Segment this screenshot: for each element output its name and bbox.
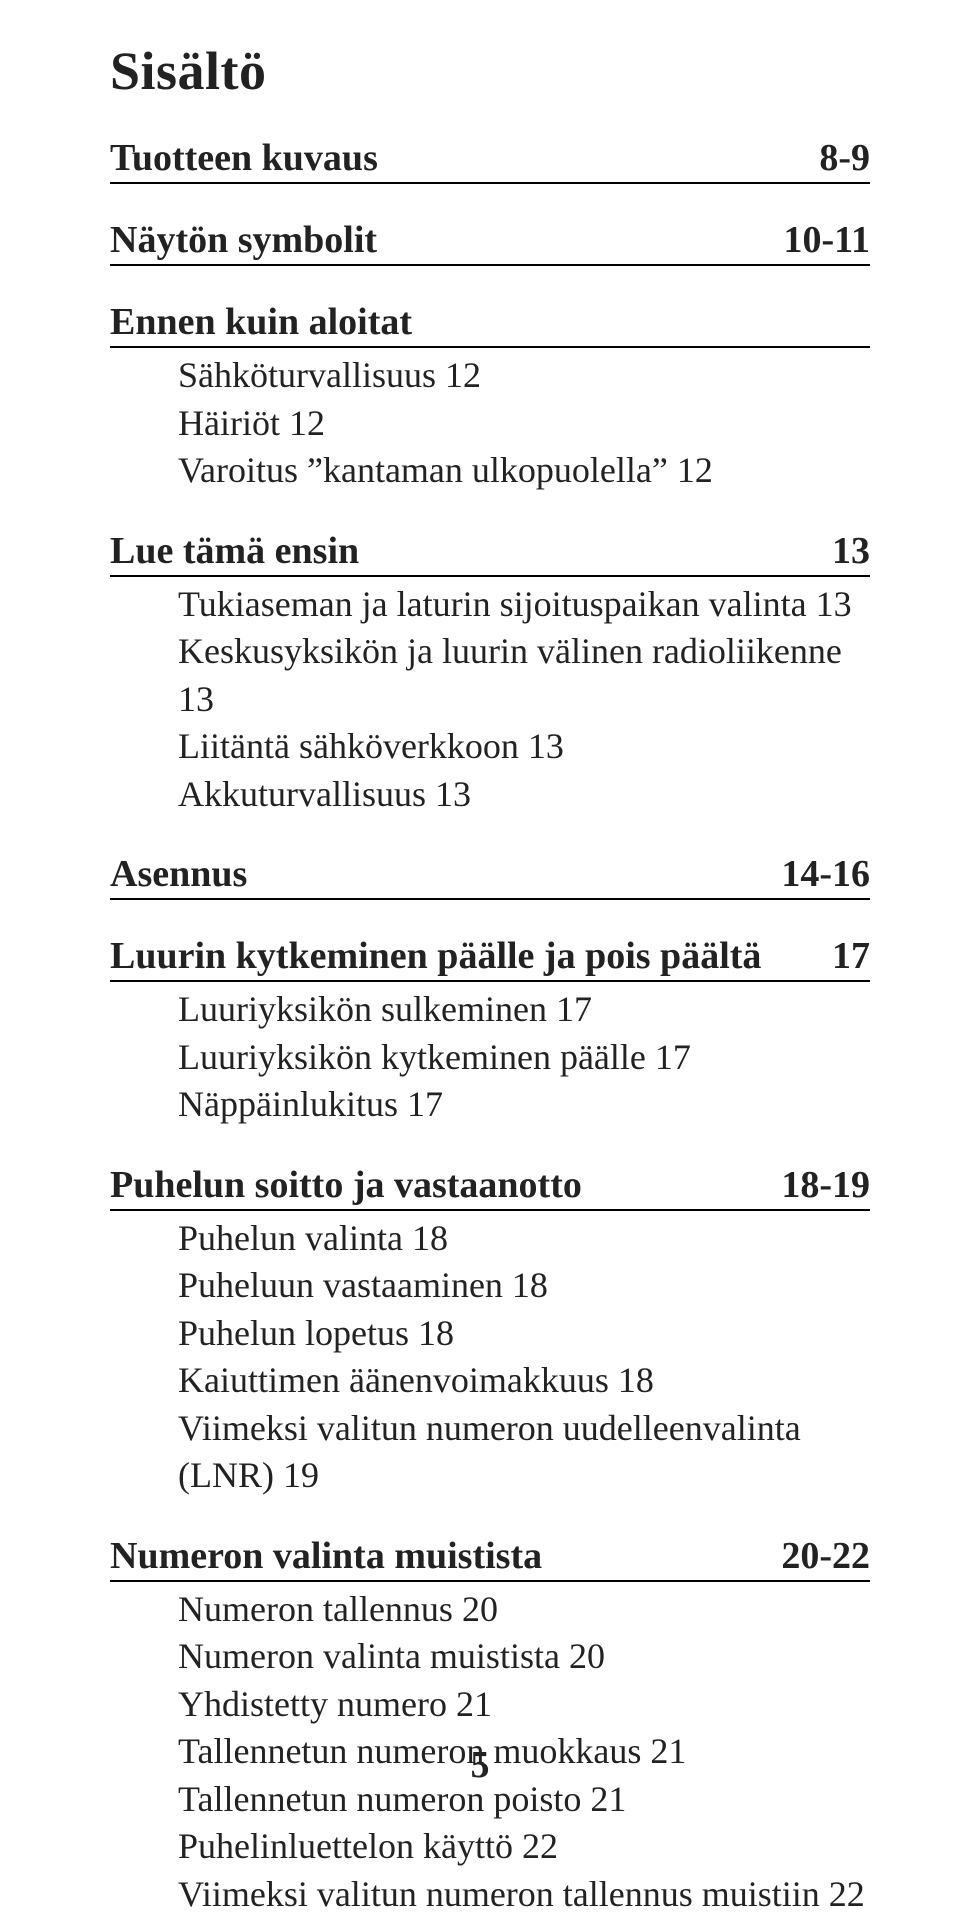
toc-item: Liitäntä sähköverkkoon 13 <box>110 723 870 771</box>
toc-heading-text: Luurin kytkeminen päälle ja pois päältä <box>110 934 761 978</box>
toc-items: Luuriyksikön sulkeminen 17Luuriyksikön k… <box>110 986 870 1129</box>
toc-item: Tukiaseman ja laturin sijoituspaikan val… <box>110 581 870 629</box>
toc-section: Tuotteen kuvaus 8-9 <box>110 136 870 184</box>
toc-item: Puhelun valinta 18 <box>110 1215 870 1263</box>
toc-item: Puhelinluettelon käyttö 22 <box>110 1823 870 1871</box>
toc-item: Akkuturvallisuus 13 <box>110 771 870 819</box>
toc-item: Varoitus ”kantaman ulkopuolella” 12 <box>110 447 870 495</box>
toc-heading-page: 20-22 <box>781 1534 870 1578</box>
toc-heading-text: Ennen kuin aloitat <box>110 300 412 344</box>
toc-section: Luurin kytkeminen päälle ja pois päältä 1… <box>110 934 870 1129</box>
toc-heading-row: Tuotteen kuvaus 8-9 <box>110 136 870 184</box>
toc-heading-text: Puhelun soitto ja vastaanotto <box>110 1163 582 1207</box>
manual-page: Sisältö Tuotteen kuvaus 8-9 Näytön symboli… <box>0 0 960 1823</box>
toc-section: Puhelun soitto ja vastaanotto18-19Puhelu… <box>110 1163 870 1500</box>
toc-heading-row: Puhelun soitto ja vastaanotto 18-19 <box>110 1163 870 1211</box>
page-number: 5 <box>0 1743 960 1787</box>
toc-item: Luuriyksikön sulkeminen 17 <box>110 986 870 1034</box>
toc-heading-row: Ennen kuin aloitat <box>110 300 870 348</box>
toc-section: Numeron valinta muistista 20-22 Numeron ta… <box>110 1534 870 1918</box>
toc-item: Luuriyksikön kytkeminen päälle 17 <box>110 1034 870 1082</box>
toc-item: Numeron valinta muistista 20 <box>110 1633 870 1681</box>
toc-section: Näytön symbolit 10-11 <box>110 218 870 266</box>
toc-heading-text: Asennus <box>110 852 247 896</box>
toc-heading-row: Näytön symbolit 10-11 <box>110 218 870 266</box>
toc-heading-row: Luurin kytkeminen päälle ja pois päältä 1… <box>110 934 870 982</box>
toc-item: Viimeksi valitun numeron uudelleenvalint… <box>110 1405 870 1500</box>
toc-item: Kaiuttimen äänenvoimakkuus 18 <box>110 1357 870 1405</box>
toc-heading-page: 13 <box>832 529 870 573</box>
toc-sections: Tuotteen kuvaus 8-9 Näytön symbolit 10-11 En… <box>110 136 870 1918</box>
toc-heading-page: 8-9 <box>819 136 870 180</box>
toc-item: Numeron tallennus 20 <box>110 1586 870 1634</box>
toc-heading-page: 14-16 <box>781 852 870 896</box>
page-title: Sisältö <box>110 40 870 102</box>
toc-heading-text: Lue tämä ensin <box>110 529 359 573</box>
toc-heading-row: Numeron valinta muistista 20-22 <box>110 1534 870 1582</box>
toc-heading-row: Lue tämä ensin 13 <box>110 529 870 577</box>
toc-items: Puhelun valinta 18Puheluun vastaaminen 1… <box>110 1215 870 1500</box>
toc-item: Keskusyksikön ja luurin välinen radiolii… <box>110 628 870 723</box>
toc-items: Tukiaseman ja laturin sijoituspaikan val… <box>110 581 870 819</box>
toc-item: Yhdistetty numero 21 <box>110 1681 870 1729</box>
toc-heading-page: 10-11 <box>783 218 870 262</box>
toc-section: Ennen kuin aloitat Sähköturvallisuus 12Hä… <box>110 300 870 495</box>
toc-item: Puheluun vastaaminen 18 <box>110 1262 870 1310</box>
toc-item: Sähköturvallisuus 12 <box>110 352 870 400</box>
toc-heading-page: 18-19 <box>781 1163 870 1207</box>
toc-section: Asennus 14-16 <box>110 852 870 900</box>
toc-section: Lue tämä ensin 13 Tukiaseman ja laturin si… <box>110 529 870 819</box>
toc-heading-row: Asennus 14-16 <box>110 852 870 900</box>
toc-items: Sähköturvallisuus 12Häiriöt 12Varoitus ”… <box>110 352 870 495</box>
toc-item: Häiriöt 12 <box>110 400 870 448</box>
toc-heading-text: Numeron valinta muistista <box>110 1534 542 1578</box>
toc-heading-text: Näytön symbolit <box>110 218 377 262</box>
toc-heading-text: Tuotteen kuvaus <box>110 136 378 180</box>
toc-item: Viimeksi valitun numeron tallennus muist… <box>110 1871 870 1918</box>
toc-item: Puhelun lopetus 18 <box>110 1310 870 1358</box>
toc-heading-page: 17 <box>832 934 870 978</box>
toc-item: Näppäinlukitus 17 <box>110 1081 870 1129</box>
